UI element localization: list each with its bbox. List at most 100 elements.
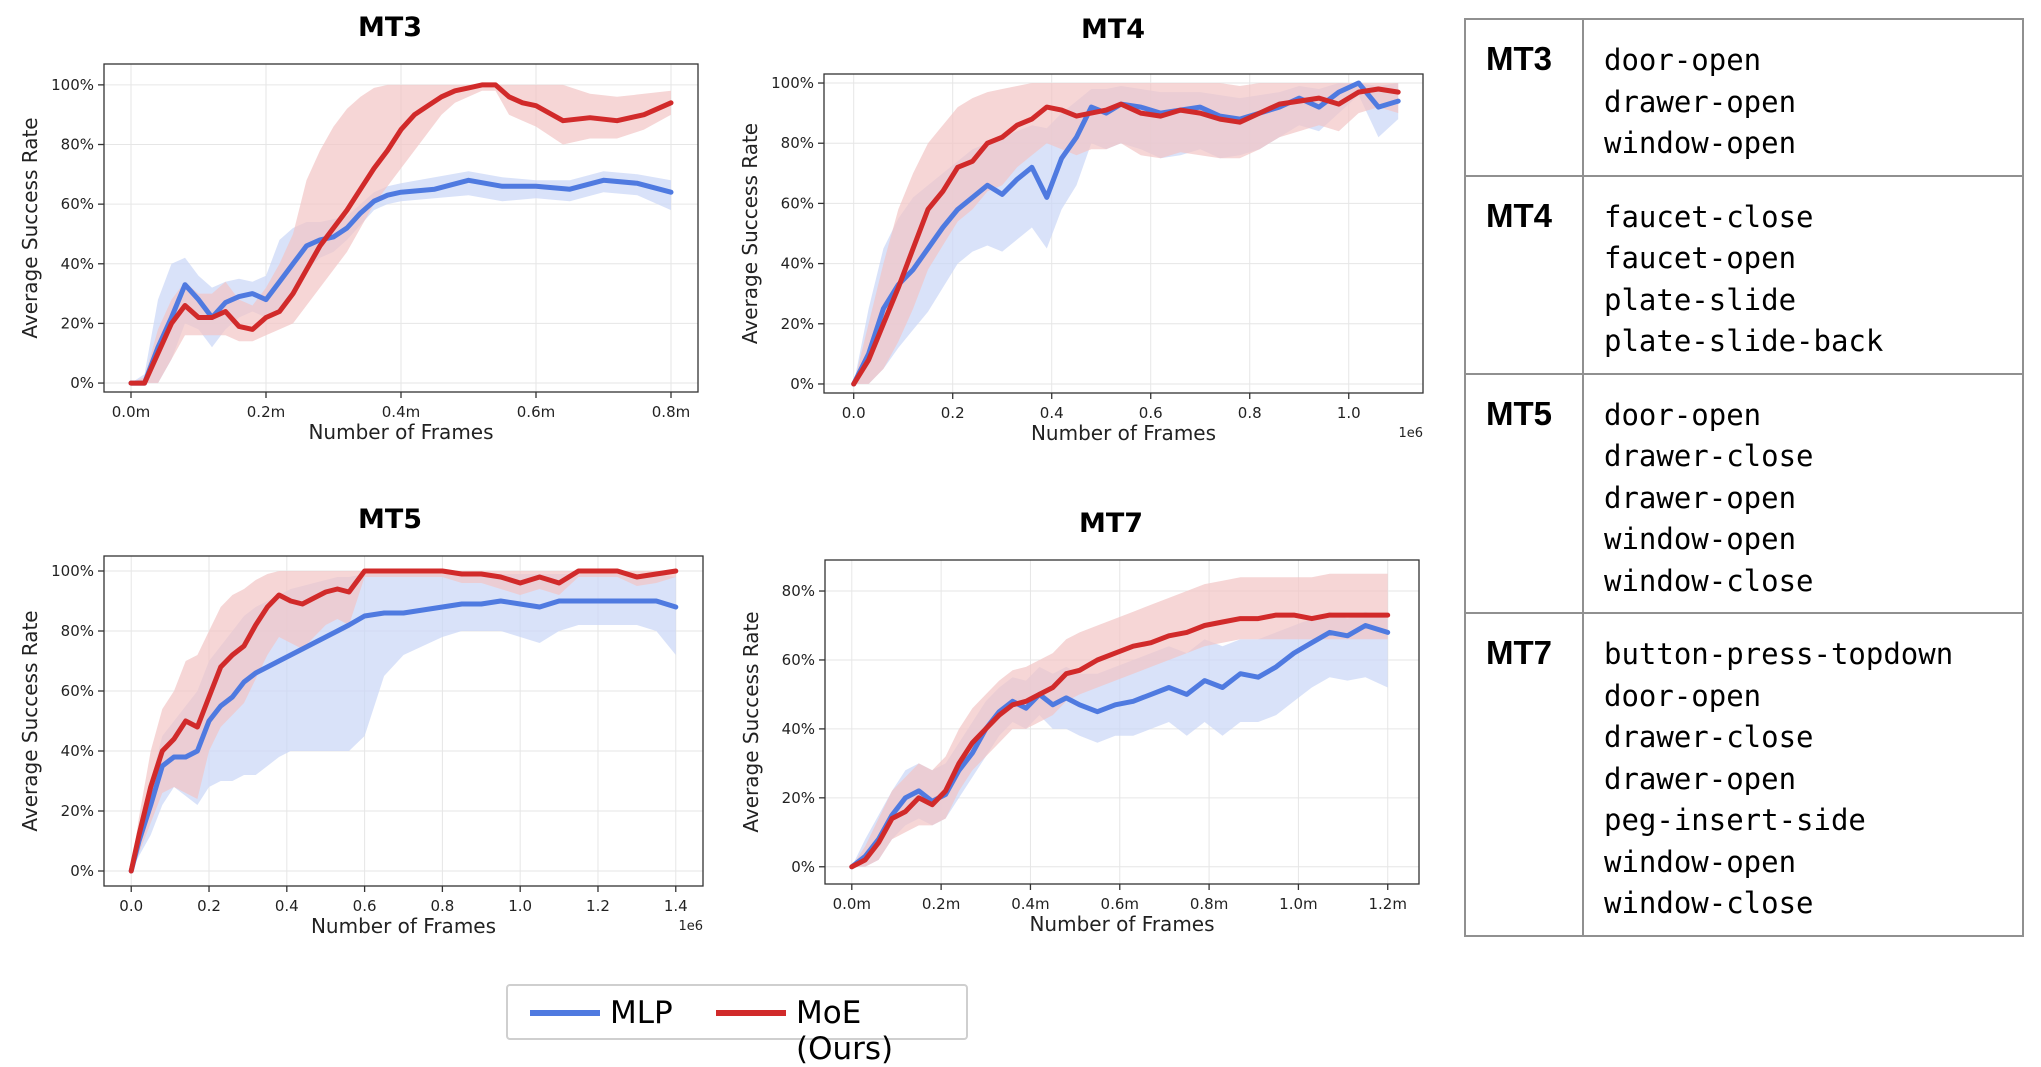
mt3-xtick-label: 0.2m — [247, 403, 285, 421]
mt4-xtick-label: 0.6 — [1139, 404, 1163, 422]
mt4-xtick-label: 0.2 — [941, 404, 965, 422]
task-row: MT5 door-open drawer-close drawer-open windo… — [1464, 372, 2024, 614]
mt5-series-moe — [128, 568, 679, 874]
mt7-ylabel: Average Success Rate — [739, 611, 763, 832]
task-item: drawer-open — [1604, 761, 1797, 796]
mt7-xtick-label: 0.8m — [1190, 895, 1228, 913]
mt4-ytick-label: 20% — [781, 315, 814, 333]
mt5-xtick-label: 1.2 — [586, 897, 610, 915]
mt4-xlabel: Number of Frames — [1031, 421, 1216, 445]
task-group-list: door-open drawer-close drawer-open window-o… — [1582, 372, 2024, 614]
mt7-ytick-label: 80% — [782, 582, 815, 600]
mt3-xtick-label: 0.4m — [382, 403, 420, 421]
mt5-xtick-label: 0.2 — [197, 897, 221, 915]
mt5-xtick-label: 0.0 — [119, 897, 143, 915]
mt3-ytick-label: 80% — [61, 136, 94, 154]
mt7-xtick-label: 0.2m — [922, 895, 960, 913]
mt4-offset-label: 1e6 — [1398, 426, 1423, 441]
mt3-band-mlp — [131, 171, 671, 384]
mt7-series-moe — [849, 612, 1391, 870]
mt7-xtick-label: 1.2m — [1369, 895, 1407, 913]
mt3-ylabel: Average Success Rate — [18, 117, 42, 338]
mt5-xtick-label: 0.8 — [430, 897, 454, 915]
mt4-xtick-label: 0.0 — [842, 404, 866, 422]
mt5-xtick-label: 1.0 — [508, 897, 532, 915]
legend-mlp-label: MLP — [610, 995, 673, 1031]
mt5-offset-label: 1e6 — [678, 919, 703, 934]
task-row: MT3 door-open drawer-open window-open — [1464, 18, 2024, 177]
task-table: MT3 door-open drawer-open window-open MT4 fau… — [1464, 18, 2024, 937]
task-group-name: MT7 — [1464, 612, 1584, 937]
mt3-xtick-label: 0.0m — [112, 403, 150, 421]
mt5-ytick-label: 0% — [70, 862, 94, 880]
task-item: button-press-topdown — [1604, 637, 1954, 671]
mt7-ytick-label: 60% — [782, 651, 815, 669]
mt5-band-moe — [131, 571, 676, 871]
task-item: drawer-open — [1604, 84, 1797, 119]
task-item: drawer-close — [1604, 439, 1814, 473]
task-item: plate-slide — [1604, 282, 1797, 317]
mt3-series-mlp — [128, 177, 674, 386]
mt5-ytick-label: 40% — [61, 742, 94, 760]
task-item: plate-slide-back — [1604, 324, 1884, 358]
mt5-xtick-label: 0.4 — [275, 897, 299, 915]
task-group-name: MT3 — [1464, 18, 1584, 177]
chart-title-mt5: MT5 — [357, 504, 423, 535]
mt3-xtick-label: 0.6m — [517, 403, 555, 421]
chart-title-mt7: MT7 — [1078, 508, 1144, 539]
task-item: window-open — [1604, 522, 1797, 556]
legend-mlp-line — [530, 1010, 600, 1016]
task-item: door-open — [1604, 397, 1762, 432]
task-group-list: button-press-topdown door-open drawer-clos… — [1582, 612, 2024, 937]
mt7-ytick-label: 0% — [791, 858, 815, 876]
mt4-axes-frame — [823, 73, 1424, 394]
charts-canvas: 0.0m 0.2m 0.4m 0.6m 0.8m 0% 20% 40% 60% 80% 100% Nu… — [18, 63, 1424, 938]
task-group-list: door-open drawer-open window-open — [1582, 18, 2024, 177]
mt3-ytick-label: 60% — [61, 195, 94, 213]
mt4-ytick-label: 100% — [771, 74, 814, 92]
mt5-ytick-label: 80% — [61, 622, 94, 640]
task-item: door-open — [1604, 678, 1762, 713]
mt5-axes-frame — [103, 555, 704, 887]
mt3-ytick-label: 0% — [70, 374, 94, 392]
mt7-xtick-label: 0.0m — [833, 895, 871, 913]
mt3-band-moe — [131, 84, 671, 384]
task-item: window-close — [1604, 563, 1814, 598]
chart-title-mt3: MT3 — [357, 12, 423, 43]
mt7-xlabel: Number of Frames — [1029, 912, 1214, 936]
mt4-xtick-label: 1.0 — [1337, 404, 1361, 422]
legend: MLP MoE (Ours) — [506, 984, 968, 1067]
mt4-ytick-label: 0% — [790, 375, 814, 393]
mt7-xtick-label: 0.4m — [1011, 895, 1049, 913]
task-group-name: MT5 — [1464, 372, 1584, 614]
mt3-xlabel: Number of Frames — [308, 420, 493, 444]
task-item: peg-insert-side — [1604, 803, 1866, 837]
task-item: window-open — [1604, 126, 1797, 160]
mt4-ytick-label: 60% — [781, 194, 814, 212]
mt5-ytick-label: 100% — [51, 562, 94, 580]
task-group-name: MT4 — [1464, 174, 1584, 375]
mt3-ytick-label: 40% — [61, 255, 94, 273]
mt3-series-moe — [128, 82, 674, 386]
legend-moe-line — [716, 1010, 786, 1016]
mt5-ytick-label: 20% — [61, 802, 94, 820]
mt5-ylabel: Average Success Rate — [18, 610, 42, 831]
mt4-series-moe — [851, 86, 1401, 387]
mt7-xtick-label: 1.0m — [1279, 895, 1317, 913]
task-item: door-open — [1604, 43, 1762, 77]
mt5-ytick-label: 60% — [61, 682, 94, 700]
task-row: MT7 button-press-topdown door-open drawer-c… — [1464, 612, 2024, 937]
mt5-xlabel: Number of Frames — [311, 914, 496, 938]
mt4-ytick-label: 80% — [781, 134, 814, 152]
mt4-ytick-label: 40% — [781, 255, 814, 273]
mt3-ytick-label: 20% — [61, 314, 94, 332]
mt4-band-moe — [853, 83, 1399, 384]
mt3-xtick-label: 0.8m — [652, 403, 690, 421]
mt4-ylabel: Average Success Rate — [738, 123, 762, 344]
task-item: faucet-open — [1604, 241, 1797, 275]
chart-title-mt4: MT4 — [1080, 14, 1146, 45]
mt7-axes-frame — [824, 559, 1420, 885]
mt4-xtick-label: 0.4 — [1040, 404, 1064, 422]
mt7-ytick-label: 40% — [782, 720, 815, 738]
mt5-series-mlp — [128, 598, 679, 874]
